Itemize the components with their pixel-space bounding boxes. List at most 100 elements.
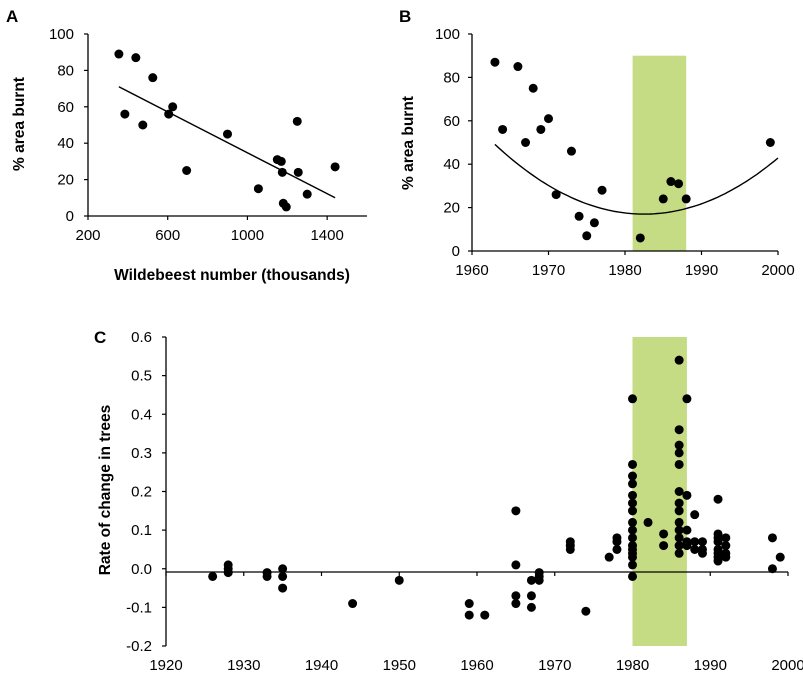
panel-b-tick-labels: 0 20 40 60 80 100 1960 1970 1980 1990 2000 (435, 26, 795, 279)
panel-c-data-point (713, 556, 723, 566)
panel-b-data-point (498, 124, 508, 134)
panel-c-y-tick-label: -0.2 (126, 638, 152, 655)
panel-c-data-point (464, 610, 474, 620)
panel-b-data-point (589, 218, 599, 228)
panel-c-data-point (628, 560, 637, 570)
panel-a-tick-labels: 0 20 40 60 80 100 200 600 1000 1400 (49, 26, 344, 244)
panel-c-data-point (565, 544, 575, 554)
panel-b-data-point (566, 146, 576, 156)
panel-c-data-point (682, 490, 692, 500)
panel-c-data-point (697, 537, 707, 547)
panel-c-data-point (511, 591, 521, 601)
panel-c-data-point (721, 533, 731, 543)
panel-c-data-point (682, 541, 692, 551)
panel-a-y-tick-label: 60 (57, 99, 74, 116)
panel-c-x-tick-label: 1970 (538, 657, 571, 674)
panel-c-data-point (674, 448, 684, 458)
panel-c-data-point (674, 498, 684, 508)
panel-a-data-point (277, 167, 287, 177)
panel-c-data-point (767, 564, 777, 574)
panel-a-data-point (253, 184, 263, 194)
panel-c-data-point (628, 394, 637, 404)
panel-b-label: B (399, 7, 411, 26)
panel-b-y-tick-label: 60 (443, 113, 460, 130)
panel-c-data-point (713, 537, 723, 547)
panel-c-data-point (278, 571, 288, 581)
panel-c-y-tick-label: 0.1 (131, 522, 152, 539)
panel-c-y-tick-label: 0.3 (131, 445, 152, 462)
panel-c-data-point (612, 544, 622, 554)
panel-c-y-tick-label: 0.4 (131, 406, 152, 423)
panel-c-x-tick-label: 1930 (227, 657, 260, 674)
panel-a-points (114, 49, 340, 212)
panel-b-axes (468, 33, 779, 255)
panel-b-data-point (666, 177, 676, 187)
panel-b-data-point (674, 179, 684, 189)
panel-c-tick-labels: -0.2 -0.1 0.0 0.1 0.2 0.3 0.4 0.5 0.6 1920 1930 194… (126, 329, 803, 674)
panel-b-y-axis-label: % area burnt (400, 96, 417, 190)
panel-c-data-point (674, 506, 684, 516)
panel-a-x-tick-label: 1000 (231, 227, 264, 244)
panel-c-data-point (628, 525, 637, 535)
panel-a-y-tick-label: 40 (57, 135, 74, 152)
panel-b-y-tick-label: 40 (443, 156, 460, 173)
panel-b-data-point (536, 124, 546, 134)
panel-c-data-point (628, 552, 637, 562)
panel-c: C -0.2 -0.1 0.0 0.1 0.2 0.3 0.4 0.5 0.6 1920 1930 1… (94, 328, 803, 674)
panel-a-y-tick-label: 20 (57, 172, 74, 189)
panel-c-data-point (464, 599, 474, 609)
panel-c-data-point (674, 525, 684, 535)
panel-a-data-point (223, 129, 232, 139)
panel-c-data-point (581, 606, 591, 616)
panel-c-data-point (767, 533, 777, 543)
panel-c-data-point (208, 571, 218, 581)
panel-c-data-point (628, 459, 637, 469)
panel-b-data-point (513, 62, 523, 72)
panel-c-x-tick-label: 1980 (616, 657, 649, 674)
panel-b-data-point (551, 190, 561, 200)
panel-c-data-point (674, 425, 684, 435)
panel-c-data-point (511, 506, 521, 516)
panel-c-data-point (775, 552, 785, 562)
panel-c-data-point (223, 564, 233, 574)
panel-c-data-point (278, 583, 288, 593)
panel-b-fit-curve (494, 143, 779, 215)
panel-c-data-point (697, 548, 707, 558)
panel-c-data-point (348, 599, 358, 609)
panel-c-points (208, 355, 785, 620)
panel-b-data-point (658, 194, 668, 204)
panel-b-x-tick-label: 1960 (455, 262, 488, 279)
panel-c-data-point (674, 517, 684, 527)
panel-c-data-point (534, 575, 544, 585)
panel-c-data-point (682, 525, 692, 535)
panel-c-data-point (628, 490, 637, 500)
panel-a-axes (84, 33, 367, 220)
panel-c-data-point (628, 517, 637, 527)
panel-c-data-point (690, 537, 700, 547)
panel-c-data-point (628, 498, 637, 508)
panel-a-data-point (138, 120, 148, 130)
panel-c-data-point (394, 575, 404, 585)
panel-c-data-point (526, 591, 536, 601)
panel-c-data-point (526, 575, 536, 585)
panel-c-data-point (612, 533, 622, 543)
panel-c-data-point (690, 510, 700, 520)
panel-c-data-point (628, 533, 637, 543)
panel-c-x-tick-label: 1940 (305, 657, 338, 674)
panel-b: B 0 20 40 60 80 100 1960 1970 1980 1990 2000 % are… (399, 7, 795, 279)
panel-c-data-point (721, 541, 731, 551)
panel-c-y-tick-label: 0.0 (131, 561, 152, 578)
panel-b-data-point (544, 114, 553, 124)
panel-a-data-point (293, 167, 303, 177)
panel-a-y-tick-label: 0 (66, 208, 74, 225)
panel-b-points (490, 57, 775, 243)
panel-a-data-point (330, 162, 340, 172)
panel-b-x-tick-label: 1980 (608, 262, 641, 279)
panel-a-x-tick-label: 600 (155, 227, 180, 244)
panel-c-data-point (628, 571, 637, 581)
panel-a-data-point (148, 73, 158, 83)
panel-c-data-point (721, 552, 731, 562)
panel-c-data-point (604, 552, 614, 562)
panel-c-y-tick-label: 0.5 (131, 368, 152, 385)
